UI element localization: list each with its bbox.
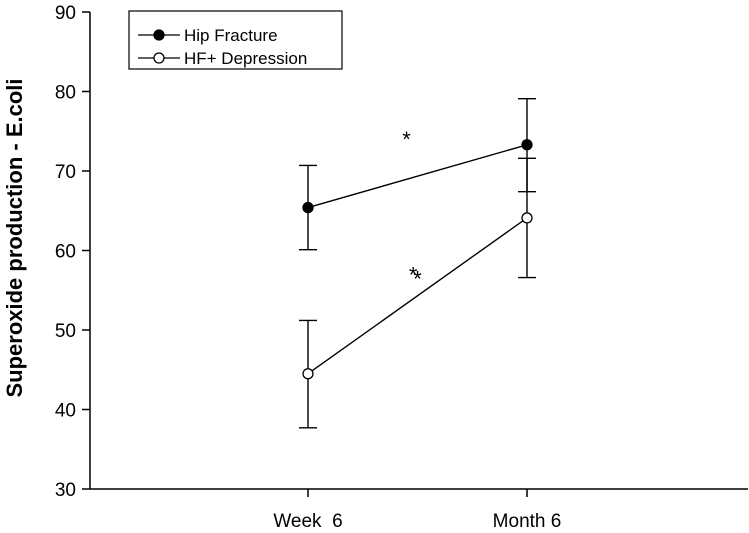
x-ticks: Week 6 Month 6 xyxy=(273,489,561,532)
legend-label-hip-fracture: Hip Fracture xyxy=(184,26,278,45)
y-tick-label-40: 40 xyxy=(55,401,76,422)
x-tick-label-1: Month 6 xyxy=(493,511,562,532)
significance-asterisk-2: * xyxy=(413,266,422,291)
annotations: *** xyxy=(402,127,422,291)
y-tick-label-60: 60 xyxy=(55,242,76,263)
legend-marker-hf-depression xyxy=(153,52,165,64)
series-line-1 xyxy=(307,217,528,375)
y-ticks: 30 40 50 60 70 80 90 xyxy=(55,3,90,501)
significance-asterisk-1: * xyxy=(409,262,418,287)
y-axis-label: Superoxide production - E.coli xyxy=(2,78,27,397)
legend-box xyxy=(128,10,343,70)
legend-marker-hip-fracture xyxy=(153,29,165,41)
data-point-s1-1 xyxy=(521,212,533,224)
error-bars xyxy=(299,97,536,429)
significance-asterisk-0: * xyxy=(402,127,411,152)
data-points xyxy=(302,139,533,380)
y-tick-label-70: 70 xyxy=(55,162,76,183)
data-point-s0-1 xyxy=(521,139,533,151)
axes xyxy=(89,12,748,490)
data-point-s0-0 xyxy=(302,201,314,214)
data-point-s1-0 xyxy=(302,368,314,380)
legend: Hip Fracture HF+ Depression xyxy=(128,10,343,70)
legend-label-hf-depression: HF+ Depression xyxy=(184,49,307,68)
series-line-0 xyxy=(307,144,528,209)
y-tick-label-30: 30 xyxy=(55,480,76,501)
y-tick-label-90: 90 xyxy=(55,3,76,24)
y-tick-label-80: 80 xyxy=(55,83,76,104)
series-lines xyxy=(307,144,528,375)
x-tick-label-0: Week 6 xyxy=(273,511,342,532)
y-tick-label-50: 50 xyxy=(55,321,76,342)
